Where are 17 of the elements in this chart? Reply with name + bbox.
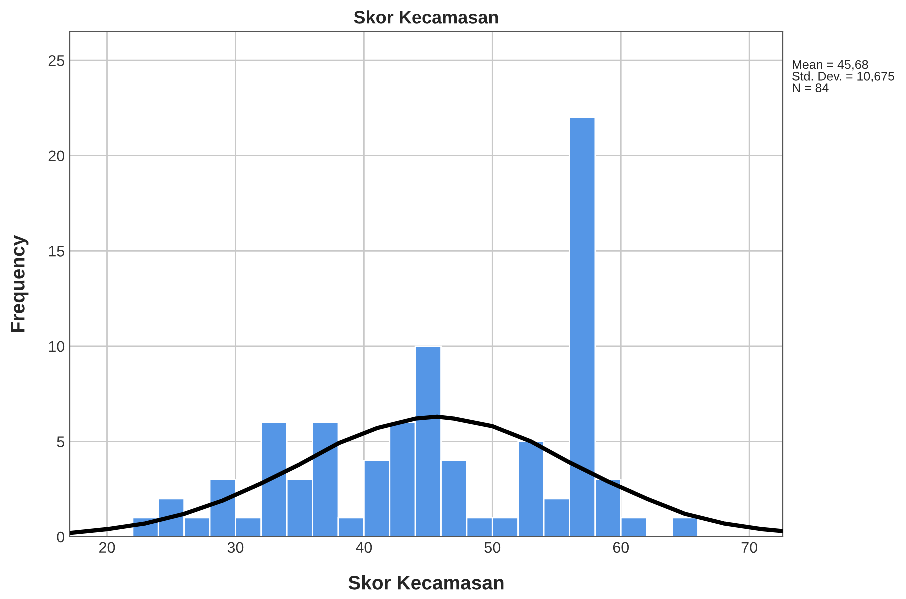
- x-tick-label: 30: [228, 542, 244, 554]
- x-tick-label: 70: [742, 542, 758, 554]
- y-tick-label: 25: [48, 55, 64, 66]
- y-tick-label: 10: [49, 341, 65, 352]
- line-series: [70, 414, 783, 536]
- x-tick-label: 20: [100, 542, 116, 554]
- x-tick-label: 40: [356, 542, 372, 554]
- text: Mean = 45,68 Std. Dev. = 10,675 N = 84: [792, 60, 894, 92]
- chart-title: Skor Kecamasan: [354, 10, 498, 24]
- y-axis-title: Frequency: [11, 235, 29, 332]
- x-tick-label: 50: [484, 542, 501, 554]
- x-tick-label: 60: [613, 542, 630, 554]
- y-tick-label: 0: [57, 532, 65, 543]
- y-tick-label: 20: [48, 150, 65, 162]
- y-tick-label: 15: [49, 246, 64, 257]
- y-tick-label: 5: [57, 436, 64, 448]
- x-axis-title: Skor Kecamasan: [348, 576, 504, 590]
